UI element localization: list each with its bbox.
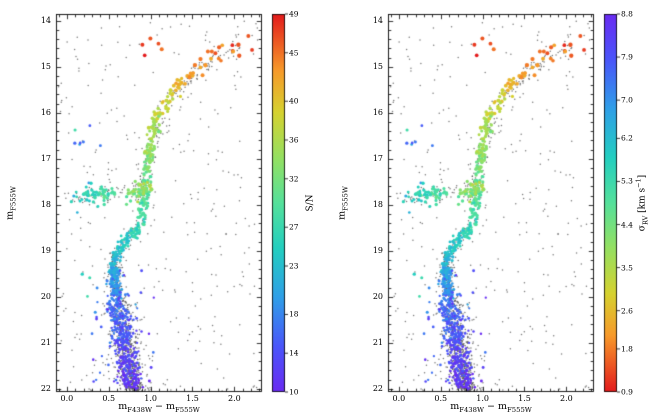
panel-snr: mF555W mF438W − mF555W S/N 10 14 18 23 27 32 3… [0,0,332,415]
colorbar-tick-label: 23 [289,261,299,271]
x-tick-label: 0.0 [60,394,74,403]
y-tick-label: 16 [372,107,383,117]
y-tick-label: 17 [40,153,51,163]
colorbar-tick-label: 40 [289,96,299,106]
colorbar-tick-label: 14 [289,348,299,358]
y-tick-label: 15 [372,61,383,71]
x-tick-label: 0.5 [434,394,448,403]
y-axis-label-text: m [4,210,16,220]
x-tick-label: 1.0 [476,394,489,403]
colorbar-tick-label: 3.5 [621,262,633,272]
colorbar-tick-label: 1.8 [621,344,633,354]
y-tick-label: 15 [40,61,51,71]
colorbar-label-snr: S/N [305,194,316,212]
y-tick-label: 19 [372,245,383,255]
colorbar-tick-label: 10 [289,387,299,397]
colorbar-tick-label: 7.0 [621,95,633,105]
colorbar-tick-label: 4.4 [621,219,633,229]
y-tick-label: 21 [40,337,51,347]
x-tick-label: 2.0 [559,394,573,403]
colorbar-tick-label: 0.9 [621,387,633,397]
y-tick-label: 20 [40,291,51,301]
x-axis-label: mF438W − mF555W [450,401,532,414]
colorbar-tick-label: 32 [289,174,299,184]
y-tick-label: 14 [372,15,383,25]
y-tick-label: 14 [40,15,51,25]
x-tick-label: 0.5 [102,394,116,403]
colorbar-tick-label: 5.3 [621,176,633,186]
y-axis-label: mF555W [5,186,18,220]
colorbar-label-rv: σRV [km s−1] [634,174,650,232]
colorbar-tick-label: 49 [289,9,299,19]
x-tick-label: 1.5 [186,394,199,403]
x-tick-label: 2.0 [227,394,241,403]
colorbar-tick-label: 8.8 [621,9,633,19]
panel-rv-uncertainty: mF555W mF438W − mF555W σRV [km s−1] 0.9 1… [332,0,664,415]
y-tick-label: 21 [372,337,383,347]
colorbar-tick-label: 7.9 [621,52,633,62]
y-tick-label: 17 [372,153,383,163]
x-axis-label: mF438W − mF555W [118,401,200,414]
colorbar-tick-label: 45 [289,48,299,58]
scatter-canvas-rv [332,0,664,415]
colorbar-tick-label: 6.2 [621,133,633,143]
x-tick-label: 1.0 [144,394,157,403]
y-tick-label: 18 [372,199,383,209]
colorbar-tick-label: 27 [289,222,299,232]
colorbar-tick-label: 36 [289,135,299,145]
y-tick-label: 22 [40,383,51,393]
x-tick-label: 0.0 [392,394,406,403]
y-tick-label: 16 [40,107,51,117]
y-tick-label: 18 [40,199,51,209]
colorbar-tick-label: 18 [289,309,299,319]
scatter-canvas-snr [0,0,332,415]
y-tick-label: 19 [40,245,51,255]
y-tick-label: 20 [372,291,383,301]
y-axis-label-subscript: F555W [9,186,18,211]
colorbar-tick-label: 2.6 [621,305,633,315]
y-axis-label: mF555W [336,186,350,220]
x-tick-label: 1.5 [518,394,531,403]
y-tick-label: 22 [372,383,383,393]
